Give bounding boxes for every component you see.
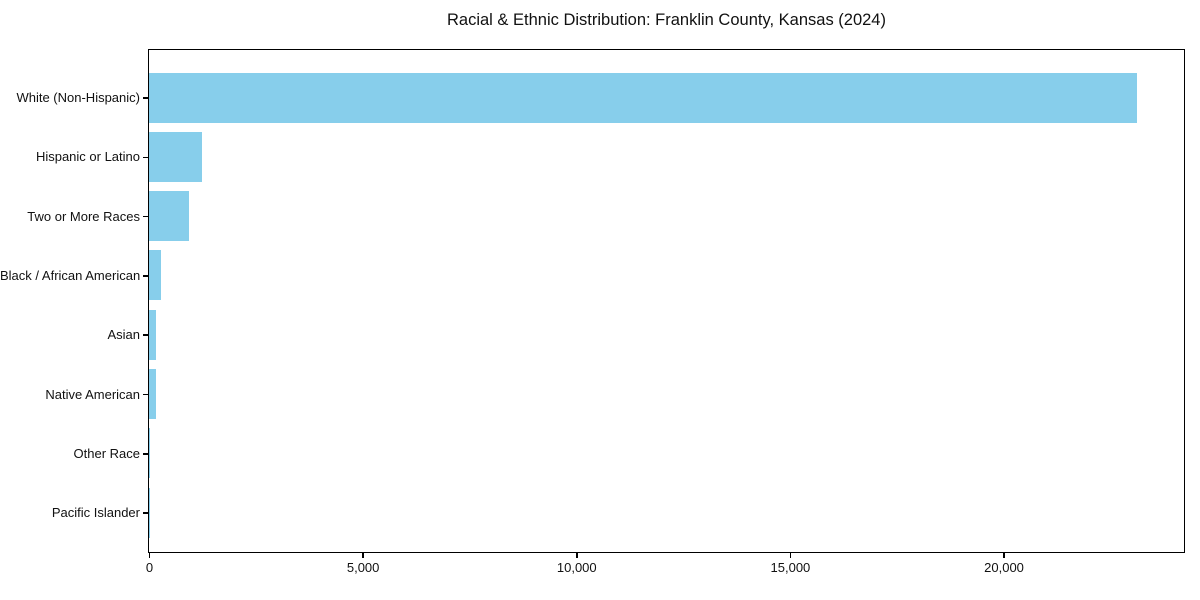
y-tick-label: Pacific Islander <box>51 505 140 521</box>
y-tick <box>143 512 148 514</box>
x-tick-label: 5,000 <box>346 560 380 575</box>
bar <box>149 487 150 538</box>
plot-area <box>148 49 1185 553</box>
x-tick <box>1003 553 1005 558</box>
y-tick-label: Hispanic or Latino <box>35 149 140 165</box>
bar <box>149 250 162 301</box>
y-tick <box>143 393 148 396</box>
y-tick-label: Two or More Races <box>27 208 140 224</box>
y-tick-label: Other Race <box>73 445 140 461</box>
y-tick <box>143 156 148 159</box>
x-tick-label: 0 <box>145 560 154 575</box>
chart-title: Racial & Ethnic Distribution: Franklin C… <box>447 11 886 29</box>
x-tick-label: 15,000 <box>770 560 811 575</box>
x-tick-label: 20,000 <box>984 560 1024 575</box>
x-tick <box>789 553 792 558</box>
y-tick-label: Black / African American <box>0 267 141 283</box>
bar <box>149 428 151 479</box>
y-tick <box>143 275 148 277</box>
y-tick <box>143 453 148 455</box>
bar <box>149 369 156 419</box>
x-tick <box>576 553 578 558</box>
y-tick-label: Native American <box>45 386 140 402</box>
y-tick <box>143 215 148 218</box>
bar <box>149 191 190 242</box>
x-tick <box>362 553 364 558</box>
bar <box>149 72 1137 123</box>
x-tick-label: 10,000 <box>556 560 597 575</box>
y-tick <box>143 97 148 99</box>
x-tick <box>148 553 151 558</box>
bar <box>149 131 203 182</box>
y-tick-label: White (Non-Hispanic) <box>16 90 140 105</box>
bar <box>149 309 157 360</box>
y-tick <box>143 334 148 336</box>
y-tick-label: Asian <box>107 327 140 343</box>
